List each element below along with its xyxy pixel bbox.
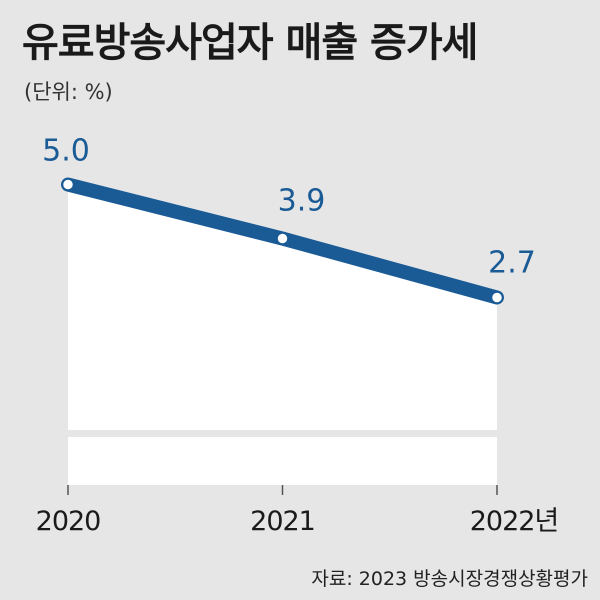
- x-tick-label-2: 2022년: [470, 506, 559, 537]
- data-point-1: [276, 232, 289, 245]
- plot-area-fill: [68, 184, 497, 430]
- data-point-0: [61, 178, 75, 191]
- value-label-1: 3.9: [278, 184, 326, 219]
- source-note: 자료: 2023 방송시장경쟁상황평가: [311, 568, 588, 590]
- chart-title: 유료방송사업자 매출 증가세: [22, 20, 478, 66]
- plot-area-lower-strip: [68, 437, 497, 485]
- data-point-2: [490, 291, 504, 304]
- x-tick-label-1: 2021: [250, 506, 315, 537]
- value-label-0: 5.0: [42, 134, 90, 169]
- value-label-2: 2.7: [488, 245, 536, 280]
- x-tick-label-0: 2020: [36, 506, 101, 537]
- unit-label: (단위: %): [24, 80, 113, 104]
